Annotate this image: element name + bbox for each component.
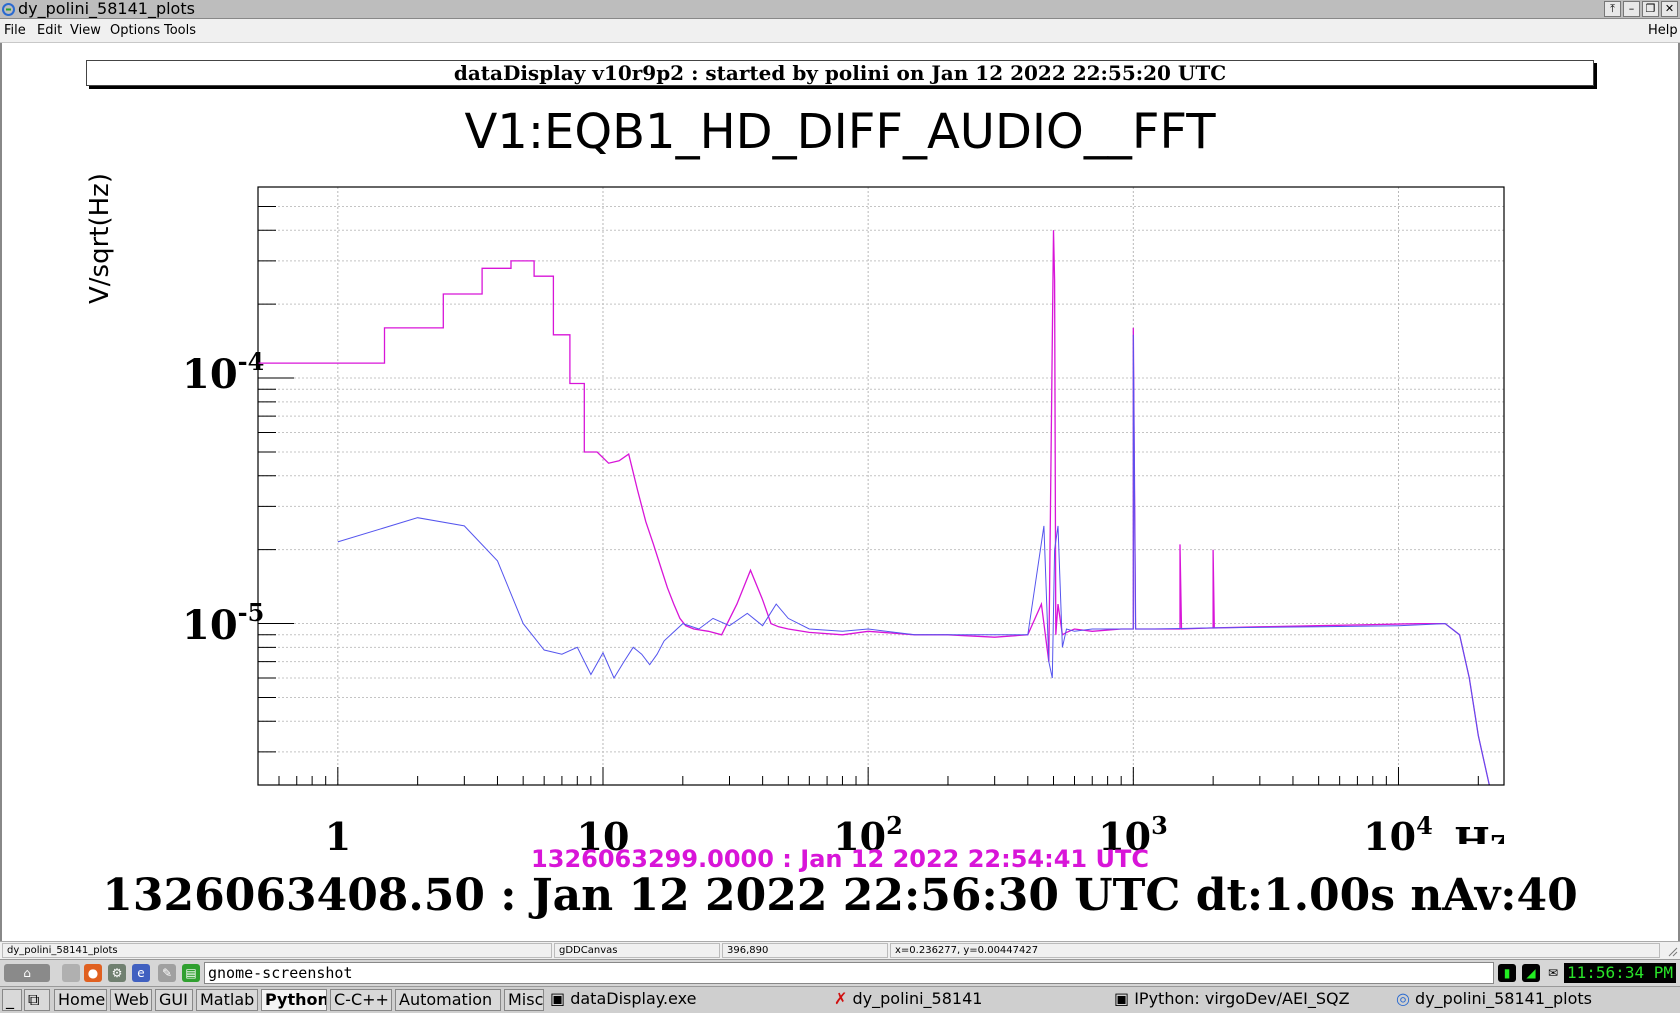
clock[interactable]: 11:56:34 PM <box>1564 963 1676 983</box>
menu-bar: File Edit View Options Tools Help <box>0 19 1680 43</box>
firefox-icon[interactable]: ● <box>84 964 102 982</box>
x-tick-label-10000: 104 <box>1363 811 1433 859</box>
series-line-0 <box>258 230 1490 786</box>
launcher-automation[interactable]: Automation <box>395 989 501 1011</box>
y-tick-label-1e-4: 10-4 <box>182 347 265 398</box>
window-title: dy_polini_58141_plots <box>18 0 195 18</box>
run-command-input[interactable]: gnome-screenshot <box>204 962 1494 984</box>
window-titlebar[interactable]: dy_polini_58141_plots ⤒ – ❐ ✕ <box>0 0 1680 19</box>
status-bar: dy_polini_58141_plots gDDCanvas 396,890 … <box>0 941 1680 959</box>
settings-icon[interactable]: ⚙ <box>108 964 126 982</box>
canvas-header: dataDisplay v10r9p2 : started by polini … <box>86 60 1594 86</box>
keep-on-top-button[interactable]: ⤒ <box>1604 1 1621 17</box>
status-object: dy_polini_58141_plots <box>2 943 552 958</box>
x-window-icon: ✗ <box>834 989 853 1008</box>
current-time: 1326063408.50 : Jan 12 2022 22:56:30 UTC… <box>102 870 1578 921</box>
menu-edit[interactable]: Edit <box>37 23 63 38</box>
task-plots[interactable]: ◎ dy_polini_58141_plots <box>1396 989 1592 1008</box>
reference-time: 1326063299.0000 : Jan 12 2022 22:54:41 U… <box>531 845 1149 873</box>
maximize-button[interactable]: ❐ <box>1642 1 1659 17</box>
separator-icon <box>62 964 80 982</box>
plot-title: V1:EQB1_HD_DIFF_AUDIO__FFT <box>464 104 1216 160</box>
app-icon <box>2 3 15 16</box>
launcher-gui[interactable]: GUI <box>155 989 193 1011</box>
taskbar: _ ⧉ Home Web GUI Matlab Python C-C++ Aut… <box>0 986 1680 1013</box>
system-menu-icon[interactable]: ⌂ <box>4 964 50 982</box>
browser-icon[interactable]: e <box>132 964 150 982</box>
task-dy-polini[interactable]: ✗ dy_polini_58141 <box>834 989 983 1008</box>
status-canvas: gDDCanvas <box>554 943 720 958</box>
launcher-home[interactable]: Home <box>54 989 107 1011</box>
minimize-button[interactable]: – <box>1623 1 1640 17</box>
terminal-window-icon: ▣ <box>1114 989 1135 1008</box>
close-button[interactable]: ✕ <box>1661 1 1678 17</box>
axis-ticks <box>257 205 1479 785</box>
resize-grip-icon[interactable] <box>1666 945 1678 957</box>
terminal-window-icon: ▣ <box>550 989 571 1008</box>
task-ipython[interactable]: ▣ IPython: virgoDev/AEI_SQZ <box>1114 989 1350 1008</box>
grid <box>258 187 1504 785</box>
launcher-misc[interactable]: Misc <box>504 989 544 1011</box>
app-window-icon: ◎ <box>1396 989 1416 1008</box>
menu-tools[interactable]: Tools <box>164 23 197 38</box>
window-list-icon[interactable]: ⧉ <box>24 989 50 1011</box>
y-tick-label-1e-5: 10-5 <box>182 598 265 649</box>
terminal-icon[interactable]: ▤ <box>182 964 200 982</box>
x-tick-label-1: 1 <box>324 814 352 859</box>
series-group <box>258 230 1490 786</box>
x-tick-label-100: 102 <box>833 811 903 859</box>
top-panel: ⌂ ● ⚙ e ✎ ▤ gnome-screenshot ▮ ◢ ✉ 11:56… <box>0 959 1680 986</box>
status-coords: x=0.236277, y=0.00447427 <box>890 943 1660 958</box>
menu-file[interactable]: File <box>4 23 26 38</box>
series-line-1 <box>337 334 1490 786</box>
plot-border <box>257 186 1505 786</box>
launcher-web[interactable]: Web <box>110 989 152 1011</box>
mail-icon[interactable]: ✉ <box>1547 966 1559 980</box>
x-axis-unit-label: Hz <box>1454 820 1504 844</box>
task-datadisplay[interactable]: ▣ dataDisplay.exe <box>550 989 697 1008</box>
show-desktop-button[interactable]: _ <box>2 989 22 1011</box>
x-tick-label-1000: 103 <box>1098 811 1168 859</box>
x-tick-label-10: 10 <box>576 814 630 859</box>
launcher-matlab[interactable]: Matlab <box>196 989 258 1011</box>
launcher-python[interactable]: Python <box>261 989 327 1011</box>
editor-icon[interactable]: ✎ <box>158 964 176 982</box>
cpu-monitor-icon: ▮ <box>1498 964 1516 982</box>
plot-canvas[interactable] <box>0 43 1680 941</box>
network-monitor-icon: ◢ <box>1522 964 1540 982</box>
status-pixel: 396,890 <box>722 943 888 958</box>
launcher-c-cpp[interactable]: C-C++ <box>330 989 392 1011</box>
menu-options[interactable]: Options <box>110 23 161 38</box>
menu-view[interactable]: View <box>70 23 101 38</box>
menu-help[interactable]: Help <box>1648 23 1678 38</box>
